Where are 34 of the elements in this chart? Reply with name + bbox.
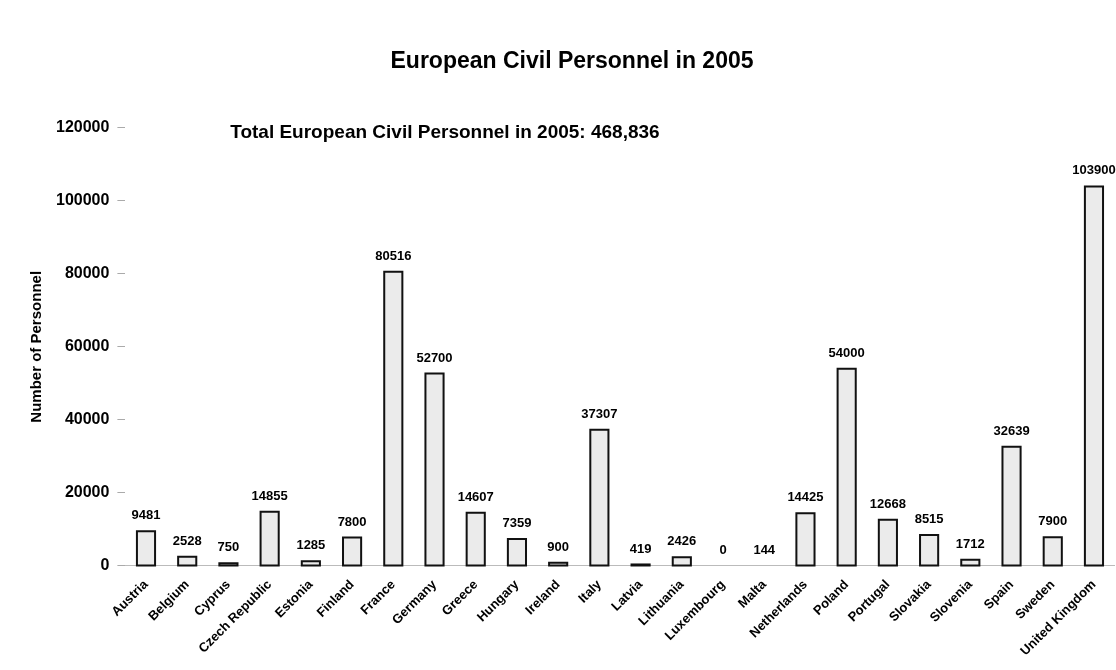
- data-label: 8515: [914, 510, 944, 526]
- data-label: 9481: [131, 507, 161, 523]
- y-tick-label: 40000: [64, 410, 110, 428]
- annotation: Total European Civil Personnel in 2005: 468,836: [230, 121, 660, 143]
- chart-title: European Civil Personnel in 2005: [390, 47, 754, 74]
- data-label: 80516: [375, 247, 412, 263]
- data-label: 14607: [457, 488, 494, 504]
- data-label: 0: [719, 542, 727, 558]
- y-tick-label: 60000: [64, 337, 110, 355]
- data-label: 14425: [787, 489, 824, 505]
- data-label: 14855: [251, 487, 288, 503]
- data-label: 37307: [581, 405, 618, 421]
- data-label: 2426: [667, 533, 697, 549]
- data-label: 900: [547, 538, 570, 554]
- data-label: 1712: [955, 535, 985, 551]
- data-label: 419: [629, 540, 652, 556]
- y-tick-label: 0: [100, 556, 110, 574]
- data-label: 103900: [1072, 162, 1116, 178]
- y-tick-label: 120000: [56, 118, 110, 136]
- y-tick-label: 100000: [56, 191, 110, 209]
- data-label: 54000: [828, 344, 865, 360]
- data-label: 144: [753, 541, 776, 557]
- y-axis-title: Number of Personnel: [27, 270, 45, 423]
- data-label: 7900: [1038, 513, 1068, 529]
- data-label: 7359: [502, 515, 532, 531]
- data-label: 12668: [869, 495, 906, 511]
- y-tick-label: 20000: [64, 483, 110, 501]
- data-label: 32639: [993, 422, 1030, 438]
- data-label: 7800: [337, 513, 367, 529]
- data-label: 750: [217, 539, 240, 555]
- data-label: 1285: [296, 537, 326, 553]
- y-tick-label: 80000: [64, 264, 110, 282]
- data-label: 2528: [172, 532, 202, 548]
- data-label: 52700: [416, 349, 453, 365]
